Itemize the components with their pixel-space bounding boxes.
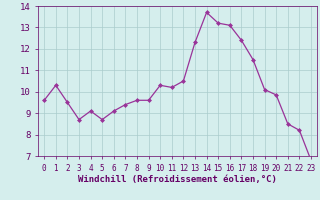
X-axis label: Windchill (Refroidissement éolien,°C): Windchill (Refroidissement éolien,°C) <box>78 175 277 184</box>
